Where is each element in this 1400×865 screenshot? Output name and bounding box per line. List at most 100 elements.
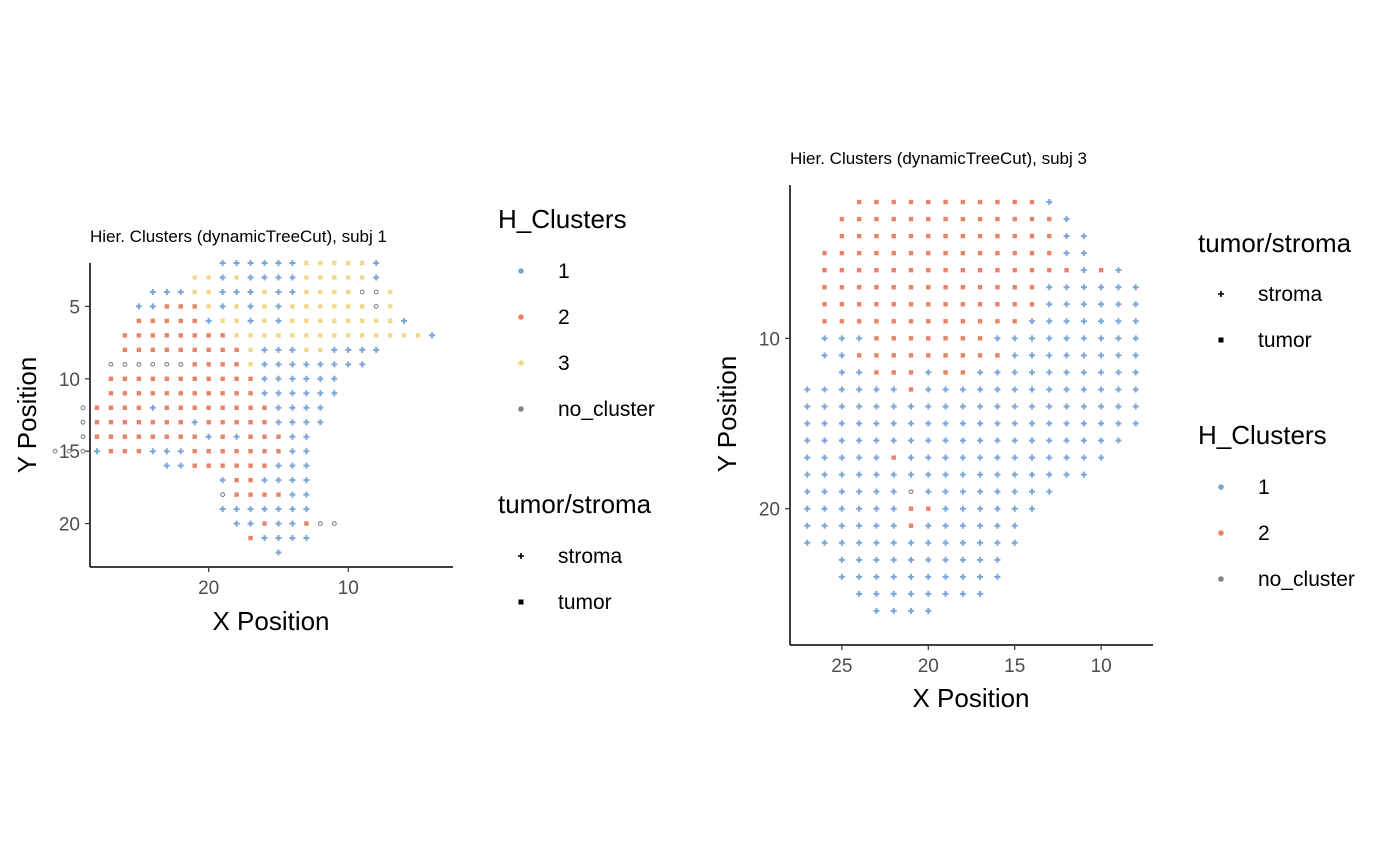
data-point xyxy=(220,318,225,324)
data-point xyxy=(220,333,225,338)
data-point xyxy=(943,216,948,222)
data-point xyxy=(838,420,845,427)
data-point xyxy=(80,405,86,411)
data-point xyxy=(262,521,267,526)
data-point xyxy=(206,347,211,353)
legend-label: 2 xyxy=(1258,522,1270,545)
data-point xyxy=(977,267,983,273)
data-point xyxy=(1046,386,1053,393)
data-point xyxy=(332,275,337,280)
data-point xyxy=(164,347,169,353)
data-point xyxy=(977,216,983,222)
data-point xyxy=(1080,454,1087,461)
data-point xyxy=(995,302,1000,307)
legend-label: tumor xyxy=(1258,329,1312,352)
data-point xyxy=(1029,352,1035,359)
data-point xyxy=(1098,403,1105,410)
data-point xyxy=(1098,454,1105,461)
data-point xyxy=(304,521,309,526)
data-point xyxy=(206,289,211,295)
data-point xyxy=(994,369,1001,376)
data-point xyxy=(821,522,828,529)
data-point xyxy=(1012,199,1017,205)
data-point xyxy=(289,361,296,368)
data-point xyxy=(1063,284,1070,291)
data-point xyxy=(150,361,156,367)
data-point xyxy=(206,362,211,367)
data-point xyxy=(80,434,86,440)
data-point xyxy=(838,454,845,461)
data-point xyxy=(942,573,949,580)
data-point xyxy=(1029,505,1035,512)
data-point xyxy=(943,319,948,324)
data-point xyxy=(1098,267,1104,273)
data-point xyxy=(994,471,1001,478)
data-point xyxy=(925,539,932,546)
legend-key-2 xyxy=(1218,530,1224,536)
data-point xyxy=(177,462,184,469)
data-point xyxy=(345,346,352,353)
data-point xyxy=(262,448,267,454)
legend-label: no_cluster xyxy=(558,398,655,421)
data-point xyxy=(219,288,226,295)
data-point xyxy=(908,471,914,478)
data-point xyxy=(177,288,184,295)
data-point xyxy=(977,199,983,205)
data-point xyxy=(1132,284,1139,291)
data-point xyxy=(205,317,212,324)
data-point xyxy=(959,573,966,580)
data-point xyxy=(233,260,240,266)
data-point xyxy=(1063,216,1070,223)
data-point xyxy=(908,420,914,427)
data-point xyxy=(275,506,282,513)
data-point xyxy=(994,420,1001,427)
data-point xyxy=(192,434,197,439)
data-point xyxy=(206,448,211,454)
data-point xyxy=(248,492,253,497)
legend-title: H_Clusters xyxy=(1198,420,1327,450)
data-point xyxy=(178,361,184,367)
data-point xyxy=(289,375,296,382)
data-point xyxy=(874,199,879,205)
data-point xyxy=(359,289,365,295)
legend-title: H_Clusters xyxy=(498,204,627,234)
data-point xyxy=(122,448,128,454)
data-point xyxy=(960,336,966,341)
data-point xyxy=(943,250,948,256)
panel-subj1: Hier. Clusters (dynamicTreeCut), subj 1 … xyxy=(12,204,655,636)
data-point xyxy=(804,454,811,461)
data-point xyxy=(994,488,1001,495)
data-point xyxy=(960,353,966,358)
data-point xyxy=(942,471,949,478)
legend-key-2 xyxy=(518,314,524,320)
data-point xyxy=(1012,302,1017,307)
data-point xyxy=(873,522,880,529)
x-axis-label: X Position xyxy=(212,606,329,636)
data-point xyxy=(149,404,156,411)
data-point xyxy=(890,471,897,478)
legend-h-clusters: H_Clusters 1 2 3 no_cluster xyxy=(498,204,655,421)
data-point xyxy=(248,463,253,468)
data-point xyxy=(234,391,239,396)
data-point xyxy=(108,391,114,396)
data-point xyxy=(821,437,828,444)
data-point xyxy=(289,462,296,469)
data-point xyxy=(959,556,966,563)
data-point xyxy=(401,333,407,338)
data-point xyxy=(261,390,268,397)
data-point xyxy=(108,420,114,425)
y-tick-label: 20 xyxy=(59,515,80,536)
data-point xyxy=(994,335,1001,342)
data-point xyxy=(943,302,948,307)
data-point xyxy=(178,405,183,410)
data-point xyxy=(977,539,984,546)
y-tick-label: 20 xyxy=(759,500,780,521)
data-point xyxy=(1029,386,1035,393)
legend-label: stroma xyxy=(1258,283,1323,306)
data-point xyxy=(178,376,183,382)
data-point xyxy=(149,303,156,310)
data-point xyxy=(873,607,880,614)
data-point xyxy=(136,376,142,382)
data-point xyxy=(150,434,156,439)
data-point xyxy=(1029,488,1035,495)
